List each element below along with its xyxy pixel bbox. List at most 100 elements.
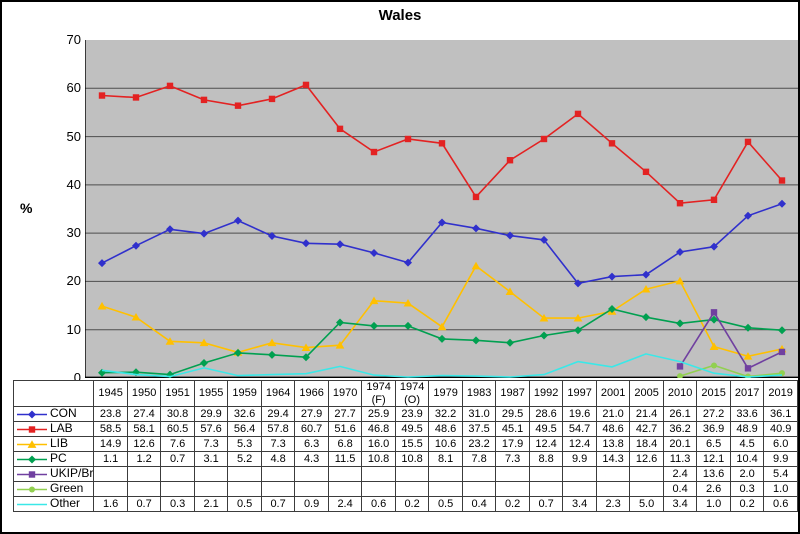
series-marker-UKIP/Br bbox=[778, 348, 786, 356]
value-cell: 0.4 bbox=[461, 496, 497, 512]
series-label-cell: PC bbox=[12, 451, 95, 467]
series-marker-CON bbox=[302, 239, 310, 248]
value-cell: 30.8 bbox=[160, 406, 195, 422]
value-cell: 3.4 bbox=[562, 496, 597, 512]
value-cell: 14.3 bbox=[595, 451, 631, 467]
series-marker-PC bbox=[438, 334, 446, 343]
series-marker-CON bbox=[336, 240, 344, 249]
year-header: 2019 bbox=[763, 380, 798, 407]
value-cell: 27.4 bbox=[126, 406, 162, 422]
series-marker-PC bbox=[336, 318, 344, 327]
series-marker-UKIP/Br bbox=[676, 363, 684, 370]
value-cell: 12.4 bbox=[528, 436, 564, 452]
value-cell: 1.2 bbox=[126, 451, 162, 467]
value-cell bbox=[394, 466, 430, 482]
year-header: 1974 (O) bbox=[394, 380, 430, 407]
series-marker-Green bbox=[711, 362, 717, 369]
value-cell: 23.2 bbox=[461, 436, 497, 452]
series-marker-LAB bbox=[506, 157, 514, 164]
table-corner-cell bbox=[12, 380, 95, 407]
value-cell: 5.2 bbox=[227, 451, 262, 467]
value-cell: 4.8 bbox=[260, 451, 296, 467]
series-marker-CON bbox=[404, 258, 412, 267]
value-cell: 32.2 bbox=[428, 406, 463, 422]
table-header-row: 1945 1950 1951 1955 1959 1964 1966 1970 1974 (F)… bbox=[12, 380, 798, 407]
value-cell: 7.8 bbox=[461, 451, 497, 467]
value-cell: 10.6 bbox=[428, 436, 463, 452]
value-cell: 0.6 bbox=[763, 496, 798, 512]
series-marker-LAB bbox=[744, 138, 752, 146]
series-marker-LAB bbox=[132, 94, 140, 101]
value-cell bbox=[327, 481, 363, 497]
y-tick-label: 70 bbox=[66, 32, 81, 47]
series-marker-CON bbox=[540, 235, 548, 244]
series-marker-CON bbox=[778, 199, 786, 208]
series-marker-CON bbox=[370, 248, 378, 257]
series-marker-LIB bbox=[709, 342, 719, 351]
year-header: 1964 bbox=[260, 380, 296, 407]
series-marker-LAB bbox=[778, 177, 786, 184]
series-marker-PC bbox=[608, 304, 616, 313]
year-header: 1992 bbox=[528, 380, 564, 407]
year-header: 2017 bbox=[729, 380, 765, 407]
value-cell: 0.2 bbox=[495, 496, 530, 512]
series-marker-PC bbox=[710, 315, 718, 324]
value-cell: 0.7 bbox=[160, 451, 195, 467]
series-marker-LIB bbox=[403, 298, 413, 307]
legend-key-icon bbox=[17, 470, 47, 478]
year-header: 2010 bbox=[662, 380, 698, 407]
series-label: LIB bbox=[50, 436, 69, 451]
table-row: PC 1.1 1.2 0.7 3.1 5.2 4.8 4.3 11.5 10.8 10.8 8.1 7.… bbox=[12, 451, 798, 467]
value-cell: 2.4 bbox=[327, 496, 363, 512]
year-header: 1979 bbox=[428, 380, 463, 407]
legend-key-icon bbox=[17, 503, 47, 505]
series-marker-PC bbox=[370, 321, 378, 330]
value-cell: 20.1 bbox=[662, 436, 698, 452]
value-cell: 8.8 bbox=[528, 451, 564, 467]
series-line-UKIP/Br bbox=[679, 310, 783, 370]
value-cell bbox=[428, 466, 463, 482]
series-label-cell: Other bbox=[12, 496, 95, 512]
value-cell: 0.3 bbox=[729, 481, 765, 497]
value-cell: 18.4 bbox=[629, 436, 664, 452]
series-label-cell: UKIP/Br bbox=[12, 466, 95, 482]
series-marker-UKIP/Br bbox=[744, 365, 752, 372]
value-cell: 56.4 bbox=[227, 421, 262, 437]
series-marker-PC bbox=[302, 353, 310, 362]
series-marker-CON bbox=[166, 225, 174, 234]
series-marker-LIB bbox=[301, 343, 311, 351]
value-cell: 29.4 bbox=[260, 406, 296, 422]
value-cell: 0.2 bbox=[394, 496, 430, 512]
pc-legend-marker-icon bbox=[28, 455, 36, 463]
series-label: CON bbox=[50, 406, 77, 421]
value-cell bbox=[227, 481, 262, 497]
series-marker-Green bbox=[677, 373, 683, 378]
series-marker-LIB bbox=[743, 352, 753, 360]
value-cell: 27.9 bbox=[294, 406, 329, 422]
value-cell: 19.6 bbox=[562, 406, 597, 422]
table-row: Green 0.4 2.6 0.3 1.0 bbox=[12, 481, 798, 497]
series-marker-LAB bbox=[370, 148, 378, 156]
value-cell bbox=[227, 466, 262, 482]
series-marker-LAB bbox=[302, 81, 310, 89]
value-cell: 12.1 bbox=[696, 451, 731, 467]
value-cell bbox=[327, 466, 363, 482]
series-marker-CON bbox=[574, 279, 582, 288]
value-cell: 13.6 bbox=[696, 466, 731, 482]
y-tick-label: 30 bbox=[66, 225, 81, 241]
value-cell: 49.5 bbox=[394, 421, 430, 437]
series-marker-PC bbox=[778, 326, 786, 335]
value-cell: 8.1 bbox=[428, 451, 463, 467]
series-marker-LIB bbox=[539, 313, 549, 322]
value-cell: 57.8 bbox=[260, 421, 296, 437]
series-marker-CON bbox=[438, 218, 446, 227]
value-cell bbox=[461, 481, 497, 497]
value-cell: 0.3 bbox=[160, 496, 195, 512]
value-cell: 13.8 bbox=[595, 436, 631, 452]
series-label: Other bbox=[50, 496, 81, 511]
value-cell: 60.5 bbox=[160, 421, 195, 437]
series-marker-CON bbox=[642, 270, 650, 279]
value-cell: 1.0 bbox=[696, 496, 731, 512]
series-marker-LAB bbox=[200, 96, 208, 104]
plot-area bbox=[85, 40, 798, 378]
